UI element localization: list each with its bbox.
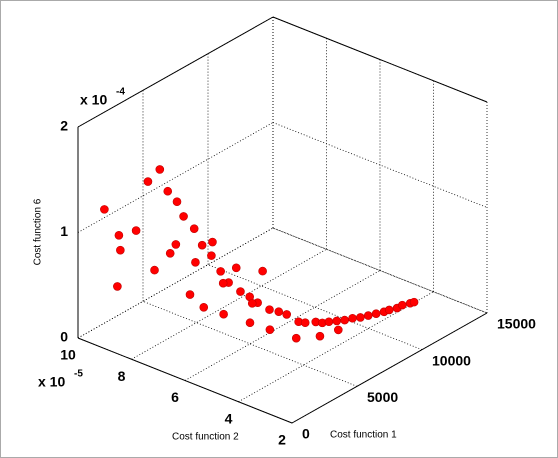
point [245,318,255,328]
point [409,297,419,307]
y-tick-label: 4 [225,410,233,426]
point [219,309,228,319]
x-axis-label: Cost function 1 [330,430,397,441]
point [165,248,175,258]
grid-line [184,270,381,381]
point [163,186,173,196]
point [197,240,207,250]
point [116,245,125,255]
point [179,212,188,221]
point [114,230,124,240]
point [216,267,225,276]
y-multiplier: x 10 [38,374,65,390]
z-axis-label: Cost function 6 [33,198,44,265]
point [274,307,284,316]
point [191,258,200,267]
grid-line [131,248,327,360]
point [189,224,199,233]
y-tick-label: 2 [278,432,286,448]
point [150,265,159,275]
point [218,278,228,288]
grid-line [77,16,274,128]
x-tick-label: 5000 [367,389,398,405]
point [332,316,342,326]
point [356,313,365,322]
point [282,310,292,319]
z-tick-label: 1 [60,223,68,239]
point [172,197,182,207]
point [324,317,334,327]
point [397,300,407,310]
y-tick-label: 10 [60,347,76,363]
grid-line [77,122,274,233]
point [371,309,381,318]
point [143,177,153,186]
point [131,226,141,235]
point [113,282,122,291]
point [185,290,195,299]
point [348,313,357,323]
point [363,311,373,320]
z-multiplier: x 10 [80,92,107,108]
point [265,325,275,334]
z-tick-label: 0 [60,329,68,345]
point [258,266,267,276]
grid-line [238,291,434,403]
point [199,302,209,312]
z-multiplier-exponent: -4 [116,87,125,98]
point [236,287,245,296]
y-axis-label: Cost function 2 [172,432,239,443]
point [207,251,216,260]
point [171,240,181,249]
point [231,263,241,273]
point [155,165,165,174]
x-tick-label: 10000 [432,352,471,368]
point [333,325,343,335]
z-tick-label: 2 [60,118,68,134]
point [208,237,217,247]
y-tick-label: 8 [118,368,126,384]
point [265,305,274,314]
point [300,318,310,328]
point [247,299,257,308]
point [315,331,325,341]
grid-line [291,312,488,424]
point [384,305,394,315]
y-multiplier-exponent: -5 [74,369,83,380]
x-tick-label: 0 [302,426,310,442]
point [340,315,349,325]
x-tick-label: 15000 [497,316,536,332]
point [100,205,109,214]
y-tick-label: 6 [171,389,179,405]
point [291,333,301,343]
grid-line [77,227,274,339]
